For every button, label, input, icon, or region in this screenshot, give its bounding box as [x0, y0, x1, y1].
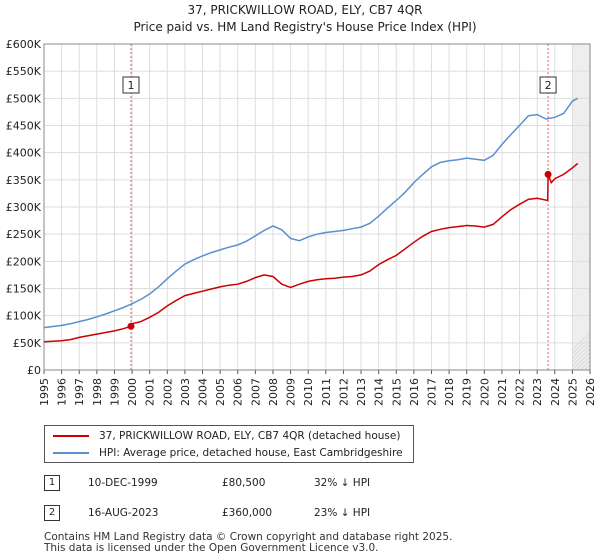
sale-point: [127, 322, 135, 330]
x-tick-label: 2025: [566, 378, 579, 406]
legend-swatch-hpi: [53, 452, 89, 454]
x-tick-label: 2023: [531, 378, 544, 406]
legend-label-property: 37, PRICKWILLOW ROAD, ELY, CB7 4QR (deta…: [99, 430, 401, 442]
x-tick-label: 2008: [267, 378, 280, 406]
x-tick-label: 2004: [197, 378, 210, 406]
x-tick-label: 2019: [461, 378, 474, 406]
legend: 37, PRICKWILLOW ROAD, ELY, CB7 4QR (deta…: [44, 425, 414, 463]
transaction-number-badge: 1: [44, 475, 60, 491]
transaction-date: 16-AUG-2023: [88, 507, 159, 519]
x-tick-label: 2009: [285, 378, 298, 406]
y-tick-label: £500K: [6, 92, 42, 105]
x-tick-label: 2000: [126, 378, 139, 406]
sale-point: [544, 170, 552, 178]
footer-licence: This data is licensed under the Open Gov…: [44, 542, 379, 554]
y-tick-label: £100K: [6, 310, 42, 323]
future-hatch: [592, 44, 600, 370]
y-tick-label: £150K: [6, 283, 42, 296]
transaction-row: 2 16-AUG-2023 £360,000 23% ↓ HPI: [44, 505, 564, 523]
x-tick-label: 2011: [320, 378, 333, 406]
x-tick-label: 2001: [144, 378, 157, 406]
plot-frame: [43, 43, 591, 371]
x-tick-label: 1999: [108, 378, 121, 406]
x-tick-label: 2018: [443, 378, 456, 406]
legend-item-hpi: HPI: Average price, detached house, East…: [53, 445, 403, 461]
y-tick-label: £400K: [6, 147, 42, 160]
y-tick-label: £600K: [6, 38, 42, 51]
transaction-row: 1 10-DEC-1999 £80,500 32% ↓ HPI: [44, 475, 564, 493]
sale-marker-label: 1: [128, 79, 135, 92]
transaction-price: £80,500: [222, 477, 266, 489]
x-tick-label: 2002: [161, 378, 174, 406]
legend-swatch-property: [53, 435, 89, 437]
x-tick-label: 2014: [373, 378, 386, 406]
transaction-number-badge: 2: [44, 505, 60, 521]
x-tick-label: 2003: [179, 378, 192, 406]
y-tick-label: £250K: [6, 228, 42, 241]
x-tick-label: 2022: [514, 378, 527, 406]
footer: Contains HM Land Registry data © Crown c…: [44, 532, 452, 554]
x-tick-label: 2007: [249, 378, 262, 406]
y-tick-label: £50K: [13, 337, 42, 350]
y-tick-label: £450K: [6, 120, 42, 133]
y-tick-label: £300K: [6, 201, 42, 214]
sale-marker-label: 2: [545, 79, 552, 92]
transaction-date: 10-DEC-1999: [88, 477, 158, 489]
future-hatch: [596, 44, 600, 370]
chart-subtitle: Price paid vs. HM Land Registry's House …: [133, 20, 476, 34]
transaction-hpi-diff: 32% ↓ HPI: [314, 477, 371, 489]
sale-marker-box: [122, 76, 140, 94]
x-tick-label: 2017: [425, 378, 438, 406]
y-tick-label: £350K: [6, 174, 42, 187]
x-tick-label: 2010: [302, 378, 315, 406]
x-tick-label: 2005: [214, 378, 227, 406]
x-tick-label: 2016: [408, 378, 421, 406]
price-chart: 37, PRICKWILLOW ROAD, ELY, CB7 4QR Price…: [6, 3, 600, 406]
x-tick-label: 2020: [478, 378, 491, 406]
transaction-price: £360,000: [222, 507, 273, 519]
x-tick-label: 1998: [91, 378, 104, 406]
x-tick-label: 2021: [496, 378, 509, 406]
legend-label-hpi: HPI: Average price, detached house, East…: [99, 447, 403, 459]
footer-copyright: Contains HM Land Registry data © Crown c…: [44, 531, 453, 543]
x-tick-label: 2006: [232, 378, 245, 406]
x-tick-label: 2024: [549, 378, 562, 406]
x-tick-label: 1997: [73, 378, 86, 406]
x-tick-label: 2026: [584, 378, 597, 406]
x-tick-label: 2012: [337, 378, 350, 406]
x-tick-label: 2013: [355, 378, 368, 406]
y-tick-label: £550K: [6, 65, 42, 78]
x-tick-label: 1996: [56, 378, 69, 406]
legend-item-property: 37, PRICKWILLOW ROAD, ELY, CB7 4QR (deta…: [53, 428, 400, 444]
transaction-hpi-diff: 23% ↓ HPI: [314, 507, 371, 519]
hpi-line: [43, 97, 579, 329]
x-tick-label: 1995: [38, 378, 51, 406]
y-tick-label: £0: [27, 364, 41, 377]
sale-marker-box: [539, 76, 557, 94]
x-tick-label: 2015: [390, 378, 403, 406]
y-tick-label: £200K: [6, 255, 42, 268]
chart-title: 37, PRICKWILLOW ROAD, ELY, CB7 4QR: [187, 3, 422, 17]
